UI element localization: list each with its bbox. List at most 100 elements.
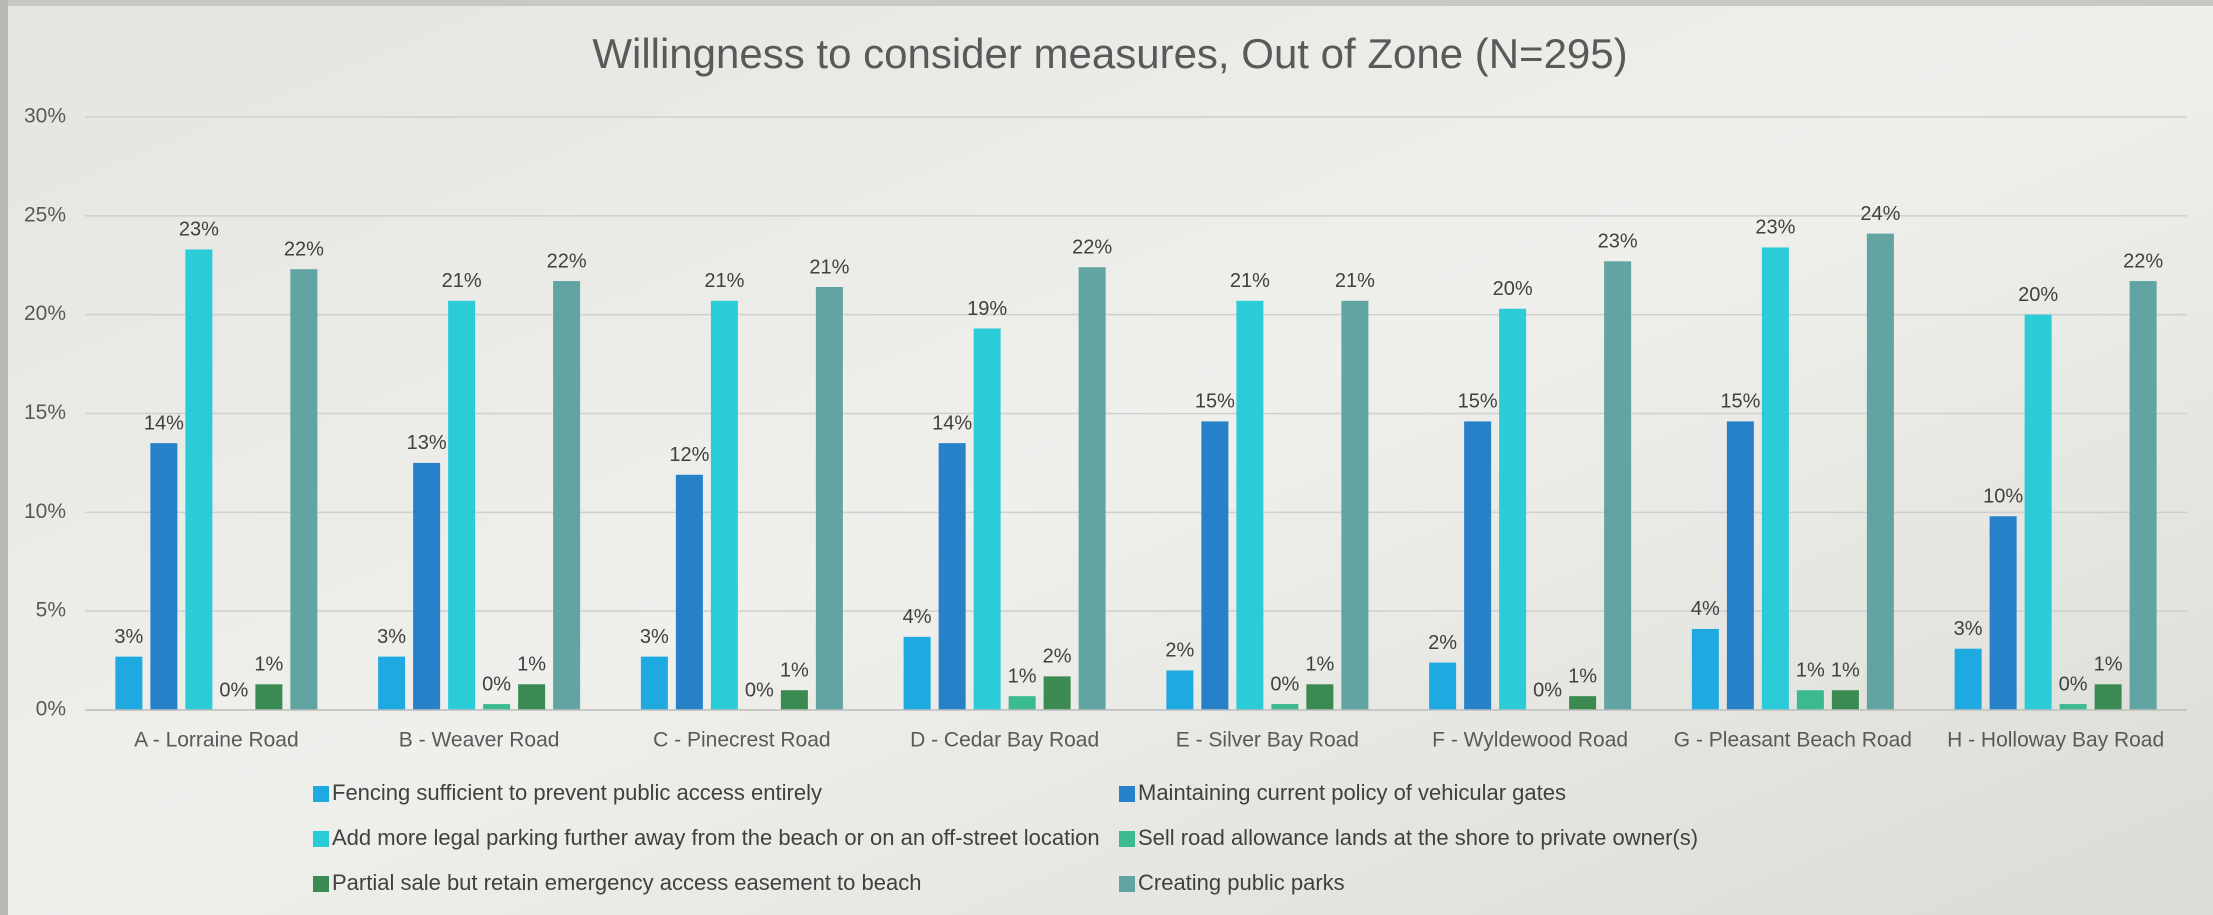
bar	[448, 300, 476, 710]
value-label: 0%	[745, 679, 774, 701]
value-label: 21%	[1230, 270, 1270, 292]
value-label: 4%	[903, 606, 932, 628]
value-label: 10%	[1983, 486, 2023, 508]
bar	[1008, 696, 1036, 710]
value-label: 3%	[114, 626, 143, 648]
bar	[1796, 690, 1824, 710]
bar	[780, 690, 808, 710]
value-label: 3%	[377, 626, 406, 648]
value-label: 2%	[1428, 632, 1457, 654]
y-tick-label: 20%	[24, 302, 66, 325]
value-label: 21%	[1335, 270, 1375, 292]
bar	[1429, 662, 1457, 710]
bar	[2129, 281, 2157, 710]
bar	[1604, 261, 1632, 710]
legend-swatch	[313, 831, 329, 847]
legend-swatch	[313, 786, 329, 802]
x-tick-label: G - Pleasant Beach Road	[1674, 729, 1912, 752]
bar	[2094, 684, 2122, 710]
bar	[1201, 421, 1229, 710]
legend-label: Add more legal parking further away from…	[332, 825, 1100, 850]
bar	[518, 684, 546, 710]
value-label: 1%	[1568, 665, 1597, 687]
x-tick-label: E - Silver Bay Road	[1176, 729, 1359, 752]
bar	[1306, 684, 1334, 710]
bar	[1341, 300, 1369, 710]
value-label: 13%	[407, 432, 447, 454]
value-label: 22%	[547, 250, 587, 272]
legend-label: Partial sale but retain emergency access…	[332, 870, 921, 895]
y-tick-label: 15%	[24, 401, 66, 424]
y-tick-label: 25%	[24, 203, 66, 226]
chart-title: Willingness to consider measures, Out of…	[592, 30, 1627, 77]
value-label: 21%	[442, 270, 482, 292]
value-label: 23%	[179, 219, 219, 241]
value-label: 23%	[1755, 217, 1795, 239]
y-tick-label: 0%	[36, 698, 66, 721]
legend-swatch	[313, 876, 329, 892]
legend-swatch	[1119, 876, 1135, 892]
value-label: 2%	[1165, 640, 1194, 662]
value-label: 21%	[704, 270, 744, 292]
value-label: 23%	[1598, 231, 1638, 253]
x-tick-label: F - Wyldewood Road	[1432, 729, 1628, 752]
bar	[1761, 247, 1789, 710]
bar	[2059, 704, 2087, 710]
value-label: 1%	[2094, 654, 2123, 676]
bar	[710, 300, 738, 710]
value-label: 20%	[1493, 278, 1533, 300]
value-label: 3%	[1954, 618, 1983, 640]
value-label: 0%	[2059, 673, 2088, 695]
value-label: 14%	[144, 412, 184, 434]
value-label: 12%	[669, 444, 709, 466]
bar	[115, 656, 143, 710]
bar	[255, 684, 283, 710]
bar	[1569, 696, 1597, 710]
value-label: 3%	[640, 626, 669, 648]
value-label: 0%	[482, 673, 511, 695]
frame-top	[0, 0, 2213, 6]
legend-swatch	[1119, 831, 1135, 847]
value-label: 1%	[1831, 660, 1860, 682]
value-label: 1%	[1305, 654, 1334, 676]
value-label: 1%	[1008, 665, 1037, 687]
legend-label: Creating public parks	[1138, 870, 1345, 895]
bar	[1078, 267, 1106, 710]
value-label: 0%	[219, 679, 248, 701]
y-tick-label: 30%	[24, 105, 66, 128]
bar	[938, 443, 966, 710]
bar	[413, 462, 441, 710]
bar	[1726, 421, 1754, 710]
bar	[1691, 628, 1719, 710]
frame-left	[0, 0, 8, 915]
value-label: 14%	[932, 412, 972, 434]
value-label: 1%	[780, 660, 809, 682]
value-label: 0%	[1533, 679, 1562, 701]
bar	[553, 281, 581, 710]
value-label: 15%	[1458, 391, 1498, 413]
y-tick-label: 10%	[24, 500, 66, 523]
bar	[1499, 308, 1527, 710]
legend-label: Maintaining current policy of vehicular …	[1138, 780, 1566, 805]
value-label: 24%	[1860, 203, 1900, 225]
bar	[903, 636, 931, 710]
value-label: 15%	[1720, 391, 1760, 413]
value-label: 21%	[809, 256, 849, 278]
bar	[1989, 516, 2017, 710]
bar	[640, 656, 668, 710]
value-label: 22%	[1072, 237, 1112, 259]
bar	[150, 443, 178, 710]
value-label: 20%	[2018, 284, 2058, 306]
value-label: 15%	[1195, 391, 1235, 413]
bar	[675, 474, 703, 710]
x-tick-label: B - Weaver Road	[399, 729, 560, 752]
bar	[378, 656, 406, 710]
y-tick-label: 5%	[36, 599, 66, 622]
legend-label: Fencing sufficient to prevent public acc…	[332, 780, 822, 805]
value-label: 19%	[967, 298, 1007, 320]
value-label: 1%	[1796, 660, 1825, 682]
bar	[1831, 690, 1859, 710]
value-label: 2%	[1043, 646, 1072, 668]
